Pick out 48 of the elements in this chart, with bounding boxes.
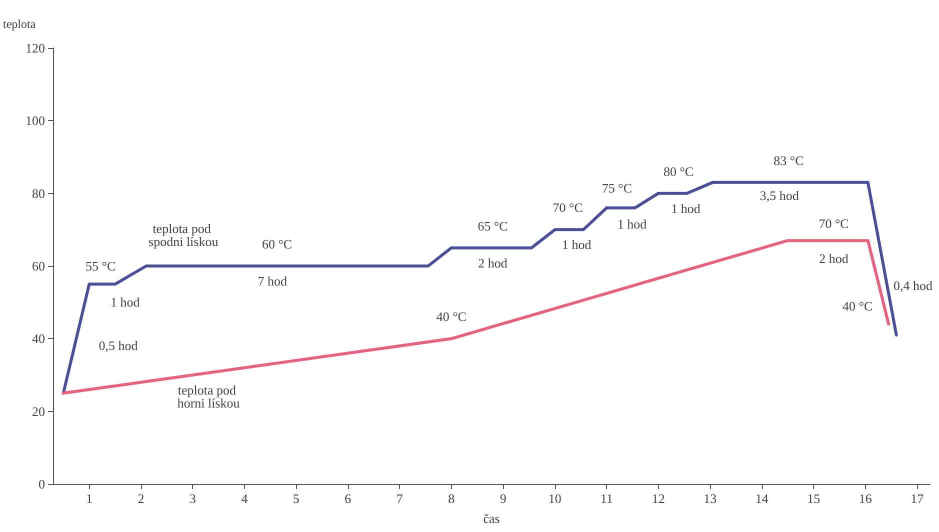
x-tick-label: 17 — [910, 491, 924, 506]
y-tick-label: 120 — [26, 40, 45, 56]
annotation: 83 °C — [774, 152, 804, 168]
x-tick-label: 7 — [396, 491, 404, 506]
x-tick-label: 14 — [755, 491, 769, 506]
annotation: 40 °C — [842, 298, 873, 314]
annotation: 0,4 hod — [894, 278, 934, 293]
x-tick-label: 16 — [858, 491, 872, 506]
annotation: teplota pod spodni lískou — [148, 221, 219, 249]
y-tick-label: 0 — [38, 476, 45, 492]
y-tick-label: 20 — [32, 404, 45, 419]
x-tick-label: 11 — [600, 491, 613, 506]
annotation: 55 °C — [86, 258, 116, 274]
annotation: 65 °C — [478, 218, 508, 234]
y-tick-label: 80 — [32, 186, 45, 201]
x-tick-label: 15 — [807, 491, 820, 506]
x-axis-title: čas — [483, 511, 500, 526]
annotation: 2 hod — [478, 255, 508, 270]
x-tick-label: 8 — [448, 491, 455, 506]
annotation: 1 hod — [110, 294, 140, 310]
annotation: 60 °C — [262, 236, 292, 252]
y-tick-label: 60 — [32, 258, 45, 274]
annotation: 40 °C — [436, 309, 466, 324]
annotation: 0,5 hod — [98, 338, 138, 354]
x-tick-label: 4 — [241, 491, 248, 506]
x-tick-label: 6 — [344, 491, 352, 506]
x-tick-label: 12 — [652, 491, 665, 506]
annotation: 7 hod — [258, 274, 288, 288]
annotation: 80 °C — [663, 164, 694, 179]
x-tick-label: 3 — [189, 491, 196, 506]
y-tick-label: 100 — [26, 113, 45, 128]
annotation: 1 hod — [562, 237, 592, 252]
x-tick-label: 9 — [500, 491, 506, 506]
y-tick-label: 40 — [32, 331, 45, 346]
annotation: 70 °C — [552, 200, 583, 216]
x-tick-label: 13 — [704, 491, 717, 506]
annotation: 2 hod — [819, 251, 849, 266]
annotation: 70 °C — [818, 216, 849, 232]
annotation: 1 hod — [671, 200, 701, 216]
y-axis-title: teplota — [3, 17, 36, 31]
x-tick-label: 1 — [86, 491, 92, 506]
x-tick-label: 10 — [548, 491, 562, 506]
annotation: teplota pod horni lískou — [177, 382, 240, 410]
x-tick-label: 2 — [138, 491, 144, 506]
annotation: 3,5 hod — [760, 188, 800, 203]
annotation: 1 hod — [617, 216, 648, 232]
x-tick-label: 5 — [292, 491, 300, 506]
annotation: 75 °C — [602, 180, 632, 196]
